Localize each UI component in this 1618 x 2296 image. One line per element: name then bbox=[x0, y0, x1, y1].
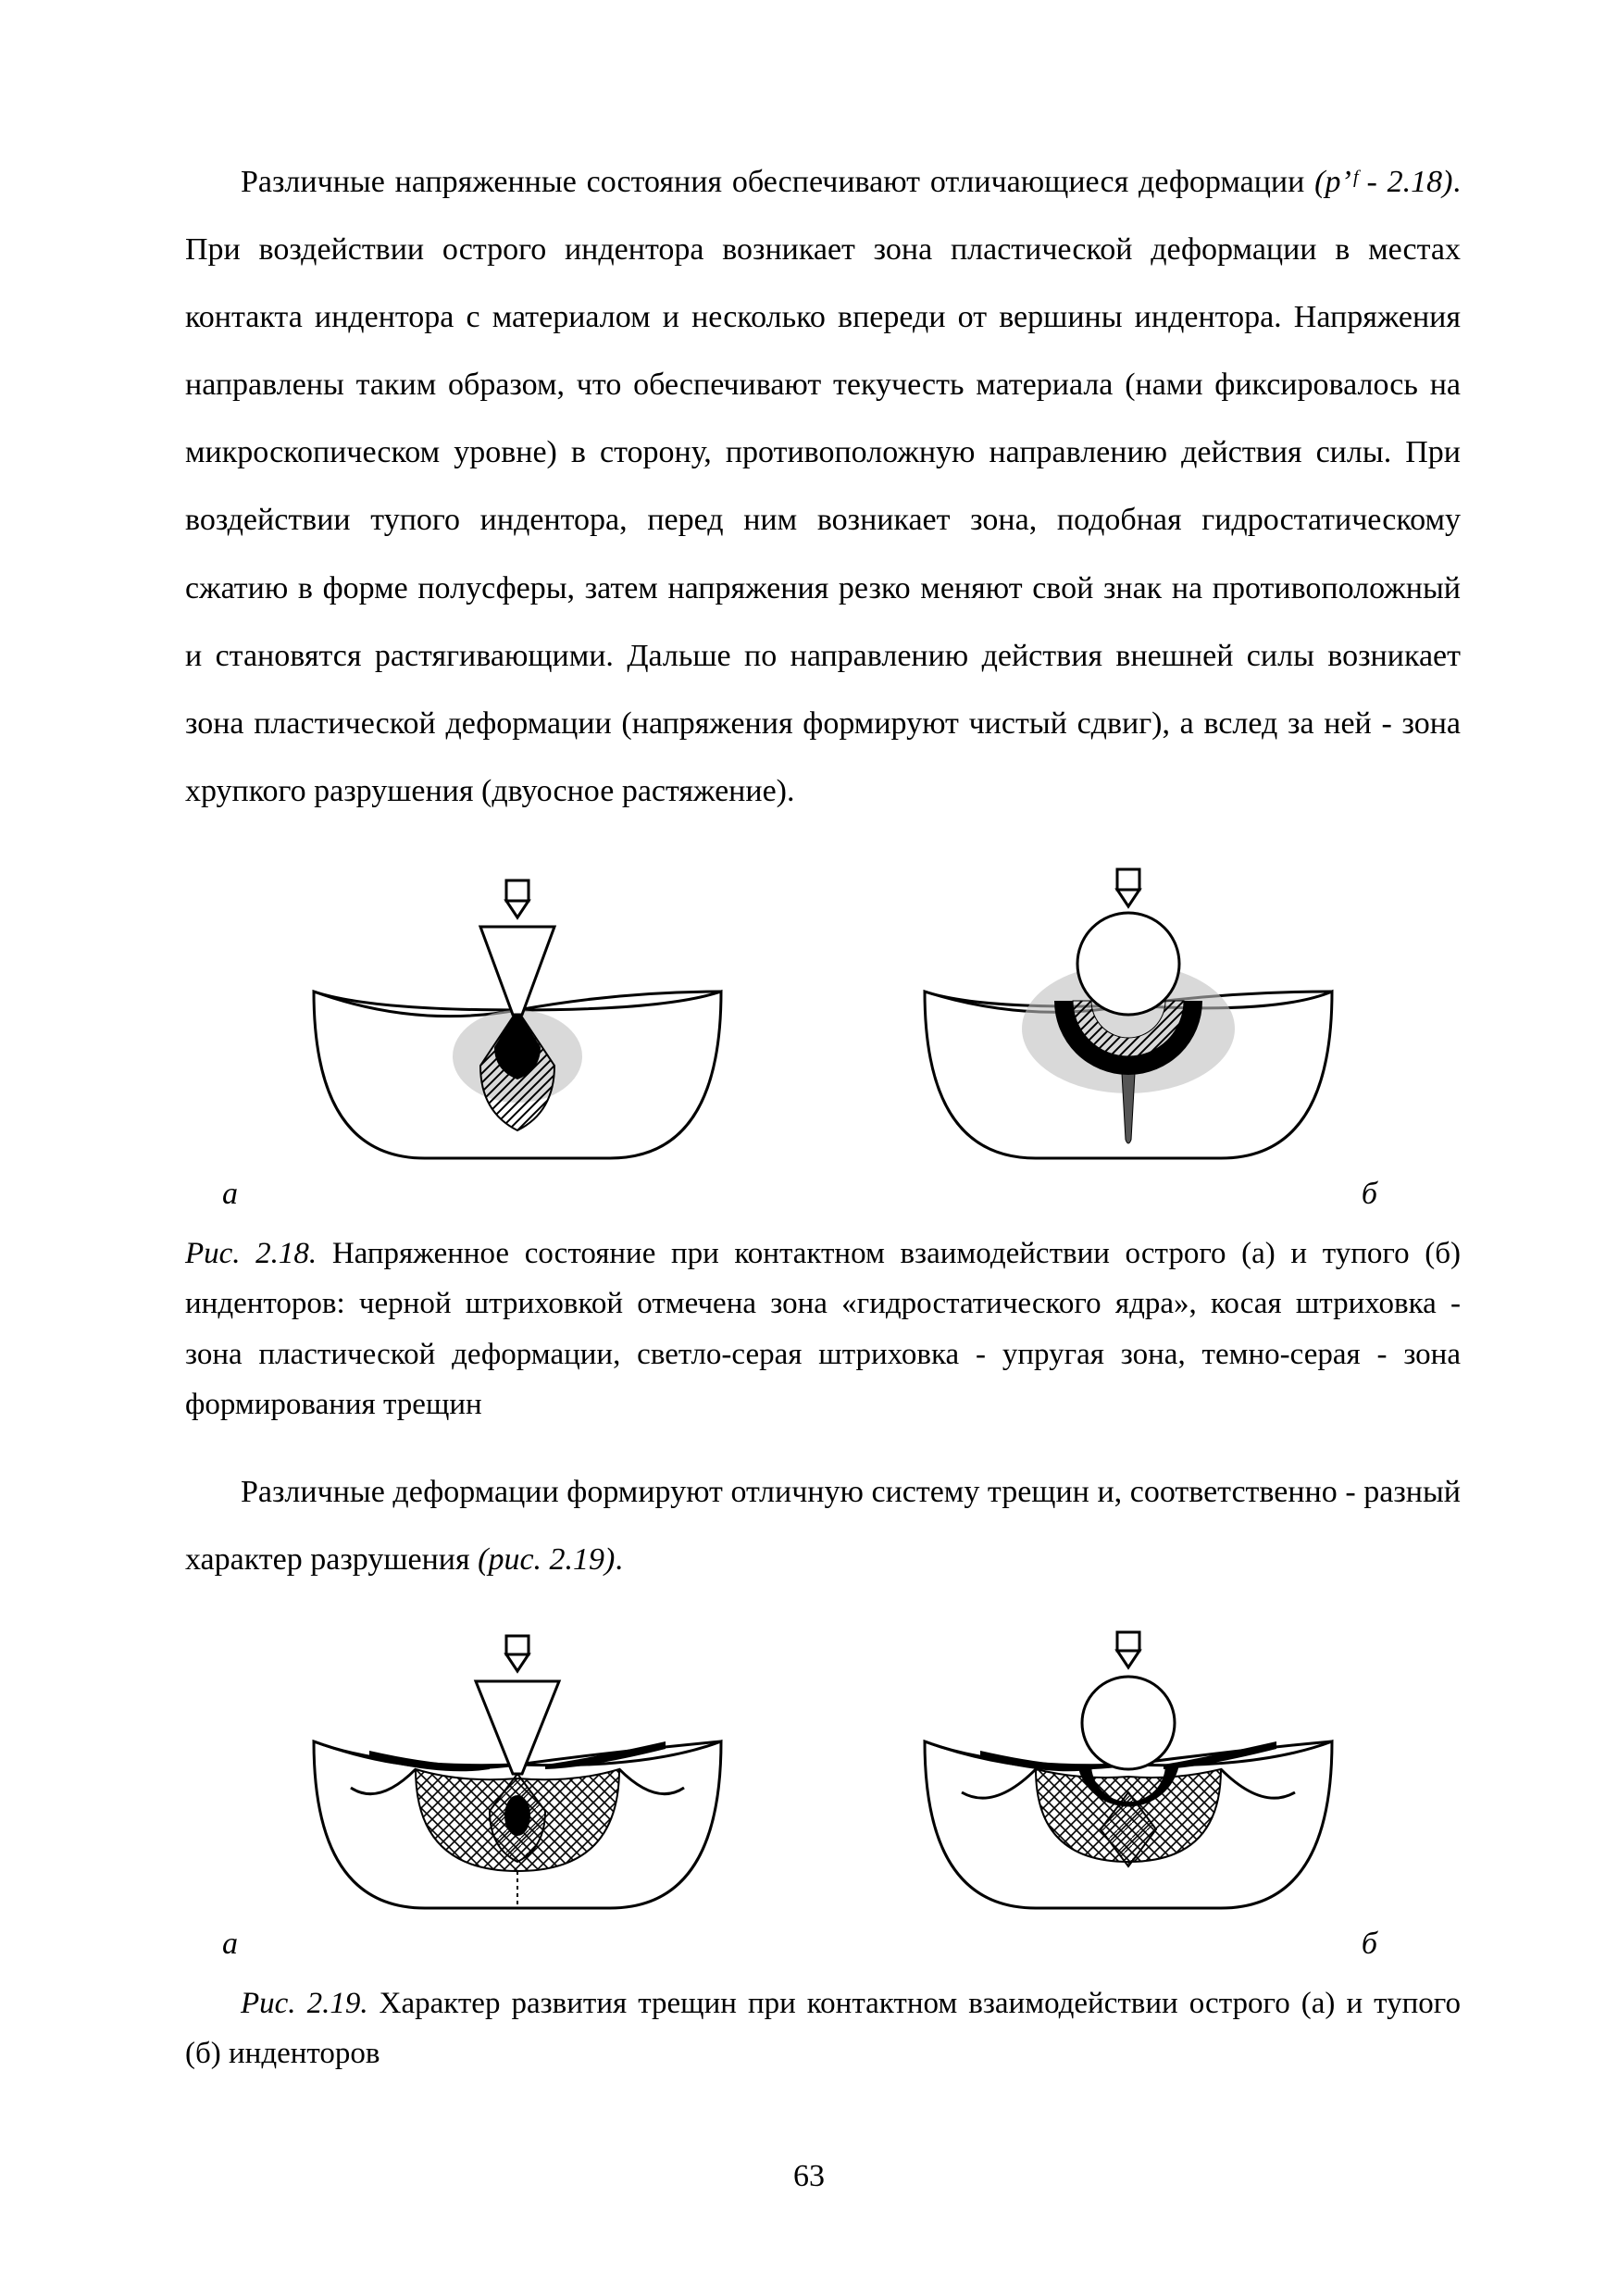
paragraph-1: Различные напряженные состояния обеспечи… bbox=[185, 148, 1461, 825]
figure-2-18-label-a: а bbox=[222, 1177, 238, 1212]
figure-2-19-b-svg bbox=[888, 1630, 1369, 1927]
para1-ref: (р’ᶠ - 2.18) bbox=[1314, 165, 1452, 199]
figure-2-19-a-svg bbox=[277, 1630, 758, 1927]
figure-2-18-label-b: б bbox=[1362, 1177, 1377, 1212]
figure-2-19-caption: Рис. 2.19. Характер развития трещин при … bbox=[185, 1978, 1461, 2079]
figure-2-18-caption: Рис. 2.18. Напряженное состояние при кон… bbox=[185, 1229, 1461, 1430]
para1-text-a: Различные напряженные состояния обеспечи… bbox=[241, 165, 1314, 199]
para2-end: . bbox=[615, 1542, 623, 1577]
figure-2-18-b bbox=[888, 862, 1369, 1177]
figure-2-18-b-svg bbox=[888, 862, 1369, 1177]
figure-2-19: а б Рис. 2.19. Характер развития трещин … bbox=[185, 1630, 1461, 2079]
figure-2-18-row bbox=[185, 862, 1461, 1177]
page-number: 63 bbox=[0, 2159, 1618, 2194]
figure-2-18: а б Рис. 2.18. Напряженное состояние при… bbox=[185, 862, 1461, 1430]
figure-2-18-caption-text: Напряженное состояние при контактном вза… bbox=[185, 1237, 1461, 1421]
figure-2-18-caption-lead: Рис. 2.18. bbox=[185, 1237, 317, 1270]
figure-2-19-a bbox=[277, 1630, 758, 1927]
figure-2-19-row bbox=[185, 1630, 1461, 1927]
para2-text-a: Различные деформации формируют отличную … bbox=[185, 1475, 1461, 1577]
para2-ref: (рис. 2.19) bbox=[478, 1542, 615, 1577]
figure-2-18-sublabels: а б bbox=[185, 1177, 1461, 1212]
para1-text-b: . При воздействии острого индентора возн… bbox=[185, 165, 1461, 808]
figure-2-18-a bbox=[277, 862, 758, 1177]
figure-2-19-caption-text: Характер развития трещин при контактном … bbox=[185, 1987, 1461, 2070]
figure-2-18-a-svg bbox=[277, 862, 758, 1177]
figure-2-19-label-b: б bbox=[1362, 1927, 1377, 1962]
figure-2-19-sublabels: а б bbox=[185, 1927, 1461, 1962]
figure-2-19-caption-lead: Рис. 2.19. bbox=[241, 1987, 368, 2020]
paragraph-2: Различные деформации формируют отличную … bbox=[185, 1458, 1461, 1593]
figure-2-19-label-a: а bbox=[222, 1927, 238, 1962]
figure-2-19-b bbox=[888, 1630, 1369, 1927]
page: Различные напряженные состояния обеспечи… bbox=[0, 0, 1618, 2296]
